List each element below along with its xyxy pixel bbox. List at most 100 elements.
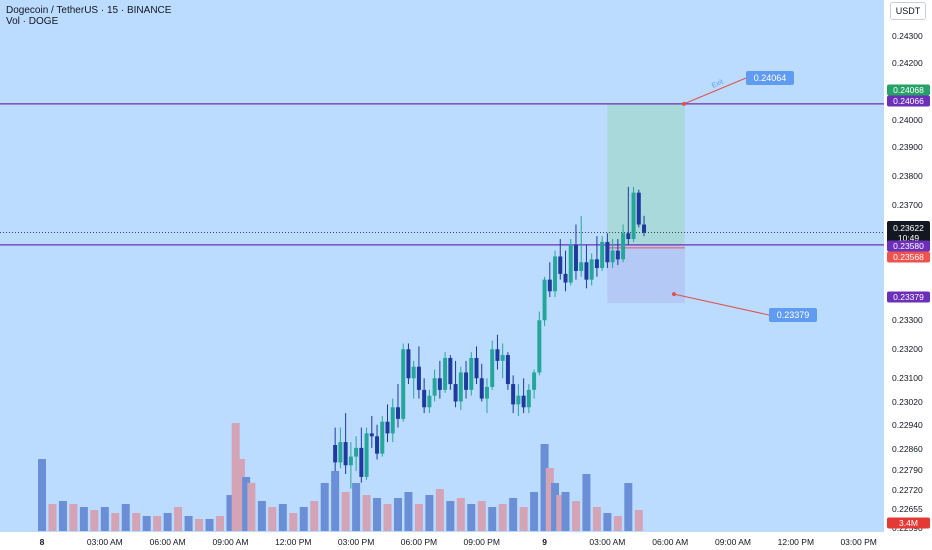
volume-bar (184, 516, 193, 531)
volume-bar (320, 483, 329, 531)
volume-bar (362, 495, 371, 531)
candle-body (432, 378, 437, 396)
candle-body (532, 372, 537, 390)
volume-bar (38, 459, 46, 531)
plot-background (0, 0, 884, 532)
volume-bar (446, 501, 455, 531)
volume-bar (257, 501, 266, 531)
x-tick-label: 8 (40, 537, 45, 547)
volume-bar (571, 501, 580, 531)
y-tick-label: 0.23020 (892, 397, 923, 407)
candle-body (359, 447, 364, 477)
level-price-tag-bg (887, 95, 930, 107)
candle-body (547, 279, 552, 292)
y-tick-label: 0.22655 (892, 504, 923, 514)
volume-bar (215, 516, 224, 531)
candle-body (621, 233, 626, 260)
stop-level-price-tag-bg (887, 251, 930, 263)
candle-body (631, 192, 636, 240)
x-tick-label: 12:00 PM (275, 537, 311, 547)
candle-body (626, 233, 631, 240)
y-tick-label: 0.24300 (892, 31, 923, 41)
x-tick-label: 06:00 AM (652, 537, 688, 547)
volume-bar (205, 519, 214, 531)
volume-bar (530, 492, 539, 531)
volume-bar (226, 495, 235, 531)
volume-bar (545, 468, 554, 531)
volume-bar (477, 501, 486, 531)
candle-body (584, 262, 589, 280)
volume-bar (79, 507, 88, 531)
volume-bar (58, 501, 67, 531)
candle-body (453, 384, 458, 402)
candle-body (568, 244, 573, 283)
y-tick-label: 0.22720 (892, 485, 923, 495)
candle-body (333, 444, 338, 463)
volume-bar (373, 498, 382, 531)
candle-body (469, 357, 474, 390)
candle-body (369, 433, 374, 437)
volume-bar (231, 423, 240, 531)
x-tick-label: 03:00 AM (87, 537, 123, 547)
volume-bar (331, 471, 340, 531)
volume-bar (100, 507, 109, 531)
candle-body (490, 349, 495, 387)
volume-bar (299, 507, 308, 531)
stop-level-price-tag: 0.23568 (893, 252, 924, 262)
x-tick-label: 9 (542, 537, 547, 547)
countdown-tag: 10:49 (898, 233, 920, 243)
target-callout-connector (683, 77, 747, 105)
volume-bar (556, 495, 565, 531)
y-tick-label: 0.23700 (892, 200, 923, 210)
target-price-tag-bg (887, 84, 930, 96)
volume-bar (592, 507, 601, 531)
y-tick-label: 0.22790 (892, 465, 923, 475)
symbol-title: Dogecoin / TetherUS · 15 · BINANCE (6, 5, 172, 16)
candle-body (380, 421, 385, 454)
volume-bar (247, 483, 256, 531)
volume-bar (561, 492, 570, 531)
x-tick-label: 03:00 PM (338, 537, 374, 547)
volume-bar (456, 498, 465, 531)
candle-body (422, 389, 427, 408)
y-tick-label: 0.24000 (892, 115, 923, 125)
volume-bar (236, 459, 245, 531)
volume-bar (352, 483, 361, 531)
volume-bar (341, 492, 350, 531)
candle-body (516, 395, 521, 405)
candle-body (343, 442, 348, 466)
volume-bar (509, 498, 518, 531)
x-tick-label: 09:00 AM (715, 537, 751, 547)
volume-tag-bg (887, 517, 930, 529)
volume-bar (414, 504, 423, 531)
candle-body (390, 407, 395, 434)
candle-body (484, 386, 489, 399)
volume-tag: 3.4M (899, 518, 918, 528)
candle-body (615, 250, 620, 260)
candle-body (553, 256, 558, 292)
volume-bar (540, 444, 549, 531)
y-tick-label: 0.22940 (892, 420, 923, 430)
volume-bar (153, 516, 162, 531)
volume-bar (603, 513, 612, 531)
x-tick-label: 12:00 PM (778, 537, 814, 547)
x-tick-label: 03:00 AM (589, 537, 625, 547)
currency-button[interactable]: USDT (890, 2, 926, 20)
candle-body (437, 378, 442, 390)
candle-body (642, 224, 647, 233)
candle-body (521, 395, 526, 408)
volume-bar (48, 504, 57, 531)
candle-body (579, 262, 584, 271)
stop-callout-label: 0.23379 (777, 310, 810, 320)
volume-bar (69, 504, 78, 531)
candle-body (537, 320, 542, 373)
volume-bar (582, 474, 591, 531)
candle-body (589, 259, 594, 280)
volume-bar (383, 504, 392, 531)
y-tick-label: 0.23300 (892, 315, 923, 325)
target-callout-label: 0.24064 (754, 73, 787, 83)
target-zone (607, 103, 685, 245)
level-price-tag: 0.24066 (893, 96, 924, 106)
